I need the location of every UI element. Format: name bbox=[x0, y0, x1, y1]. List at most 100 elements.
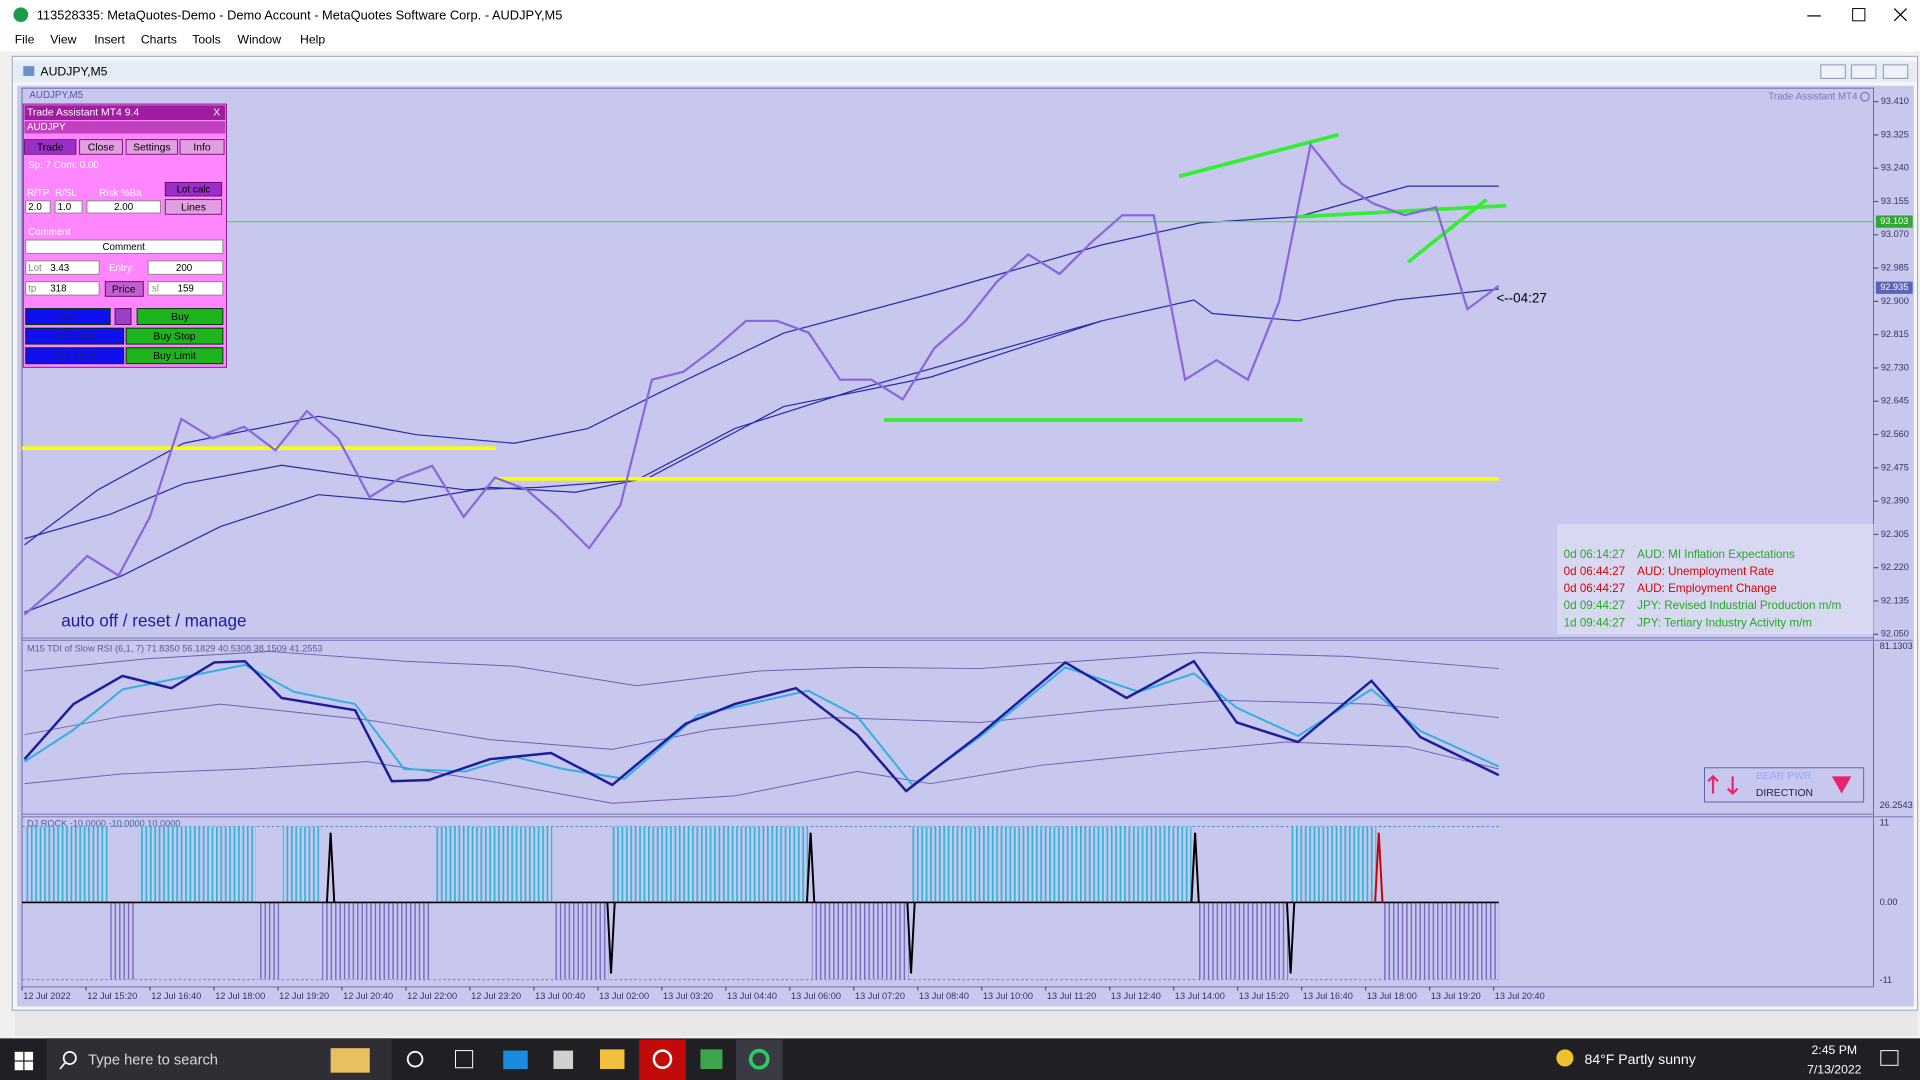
time-axis-label: 13 Jul 15:20 bbox=[1239, 991, 1289, 1001]
indicator-axis-label: 26.2543 bbox=[1880, 800, 1913, 810]
lot-calc-button[interactable] bbox=[164, 181, 223, 197]
clock-date: 7/13/2022 bbox=[1807, 1062, 1862, 1076]
risk-label: Risk %Ba bbox=[99, 188, 142, 199]
start-icon bbox=[24, 1061, 34, 1071]
time-axis-label: 13 Jul 11:20 bbox=[1047, 991, 1096, 1001]
menu-item[interactable]: View bbox=[50, 33, 76, 47]
lines-button[interactable] bbox=[164, 199, 223, 215]
time-axis-label: 13 Jul 02:00 bbox=[599, 991, 649, 1001]
task-view bbox=[406, 1050, 424, 1068]
trade-panel-close[interactable]: X bbox=[213, 107, 220, 118]
indicator-label: DJ ROCK -10.0000 -10.0000 10.0000 bbox=[27, 819, 180, 829]
clock-time: 2:45 PM bbox=[1812, 1043, 1858, 1057]
order-button[interactable] bbox=[25, 347, 125, 365]
input-box bbox=[25, 200, 51, 214]
tab-button[interactable] bbox=[125, 139, 179, 155]
time-axis-label: 12 Jul 2022 bbox=[23, 991, 70, 1001]
ma-middle bbox=[24, 288, 1499, 540]
order-button[interactable] bbox=[25, 308, 111, 325]
updown-icon bbox=[1707, 774, 1739, 796]
time-axis-label: 13 Jul 18:00 bbox=[1367, 991, 1417, 1001]
price-button[interactable] bbox=[104, 281, 144, 297]
notification-icon bbox=[1880, 1050, 1899, 1066]
opera-icon bbox=[652, 1049, 673, 1069]
rtp-label: R/TP bbox=[27, 188, 50, 199]
direction-arrow bbox=[1831, 776, 1852, 794]
time-axis-label: 12 Jul 15:20 bbox=[87, 991, 137, 1001]
media-icon bbox=[553, 1050, 574, 1069]
bear-block bbox=[322, 902, 432, 980]
order-label: Sell Limit bbox=[54, 351, 96, 362]
order-label: Buy Limit bbox=[153, 351, 196, 362]
bear-block bbox=[553, 902, 609, 980]
chart-icon bbox=[23, 66, 35, 76]
price-axis-label: 92.730 bbox=[1881, 362, 1909, 372]
indicator-axis-label: 81.1303 bbox=[1880, 641, 1913, 651]
signal-spike bbox=[1374, 832, 1384, 903]
order-button[interactable] bbox=[125, 327, 224, 345]
time-axis-label: 13 Jul 19:20 bbox=[1431, 991, 1481, 1001]
signal-spike bbox=[1285, 902, 1296, 974]
order-button[interactable] bbox=[25, 327, 125, 345]
time-axis-label: 13 Jul 10:00 bbox=[983, 991, 1033, 1001]
mt4-active bbox=[735, 1039, 783, 1080]
time-axis-label: 13 Jul 03:20 bbox=[663, 991, 713, 1001]
time-axis-label: 13 Jul 16:40 bbox=[1303, 991, 1353, 1001]
news-title: JPY: Tertiary Industry Activity m/m bbox=[1637, 616, 1812, 629]
bear-power-label: BEAR PWR bbox=[1756, 771, 1812, 782]
search-placeholder: Type here to search bbox=[88, 1052, 218, 1068]
menu-item[interactable]: Tools bbox=[192, 33, 221, 47]
opera-active bbox=[639, 1039, 686, 1080]
time-axis-label: 13 Jul 04:40 bbox=[727, 991, 777, 1001]
mt4-icon bbox=[748, 1048, 770, 1070]
order-button[interactable] bbox=[125, 347, 224, 365]
bid-price-box bbox=[1875, 281, 1913, 294]
menu-item[interactable]: Help bbox=[300, 33, 325, 47]
lot-calc-label: Lot calc bbox=[177, 184, 211, 195]
news-time: 0d 06:44:27 bbox=[1564, 582, 1625, 595]
window-title: 113528335: MetaQuotes-Demo - Demo Accoun… bbox=[37, 7, 563, 22]
input-box bbox=[86, 200, 161, 214]
bull-block bbox=[434, 826, 553, 903]
tab-label: Trade bbox=[37, 142, 64, 153]
order-label: Sell bbox=[59, 312, 76, 323]
bear-block bbox=[811, 902, 909, 980]
bear-box bbox=[1704, 767, 1865, 803]
menu-item[interactable]: Window bbox=[238, 33, 282, 47]
maximize-button bbox=[1852, 8, 1866, 22]
window-button bbox=[1882, 64, 1909, 79]
bull-block bbox=[1290, 826, 1377, 903]
ma-lower bbox=[24, 320, 1103, 613]
search-highlight-icon bbox=[330, 1048, 370, 1073]
order-button[interactable] bbox=[136, 308, 224, 325]
symbol-row bbox=[24, 121, 226, 134]
tab-button[interactable] bbox=[179, 139, 225, 155]
price-axis-label: 92.305 bbox=[1881, 529, 1909, 539]
sl-value: 159 bbox=[178, 284, 194, 295]
order-label: Buy bbox=[171, 312, 190, 323]
time-axis-label: 12 Jul 23:20 bbox=[471, 991, 521, 1001]
order-label: Buy Stop bbox=[153, 331, 195, 342]
line-price-box bbox=[1875, 215, 1913, 228]
tp-value: 318 bbox=[50, 284, 67, 295]
rsi-band bbox=[24, 650, 1499, 687]
menu-item[interactable]: File bbox=[15, 33, 35, 47]
comment-label: Comment bbox=[28, 227, 71, 238]
weather: 84°F Partly sunny bbox=[1584, 1051, 1696, 1067]
time-axis-label: 13 Jul 08:40 bbox=[919, 991, 969, 1001]
tab-button[interactable] bbox=[79, 139, 123, 155]
time-axis-label: 13 Jul 12:40 bbox=[1111, 991, 1161, 1001]
entry-label: Entry: bbox=[109, 263, 135, 274]
indicator-axis-label: 0.00 bbox=[1880, 897, 1898, 907]
order-label: Sell Stop bbox=[54, 331, 96, 342]
lot-value: 3.43 bbox=[50, 263, 70, 274]
time-axis-label: 12 Jul 22:00 bbox=[407, 991, 457, 1001]
start-icon bbox=[24, 1051, 34, 1061]
lot-label: Lot bbox=[28, 263, 42, 274]
input-box bbox=[25, 281, 100, 296]
news-time: 1d 09:44:27 bbox=[1564, 616, 1625, 629]
menu-item[interactable]: Charts bbox=[141, 33, 177, 47]
tab-button[interactable] bbox=[24, 139, 77, 155]
ea-status-text: auto off / reset / manage bbox=[61, 611, 246, 631]
menu-item[interactable]: Insert bbox=[94, 33, 125, 47]
